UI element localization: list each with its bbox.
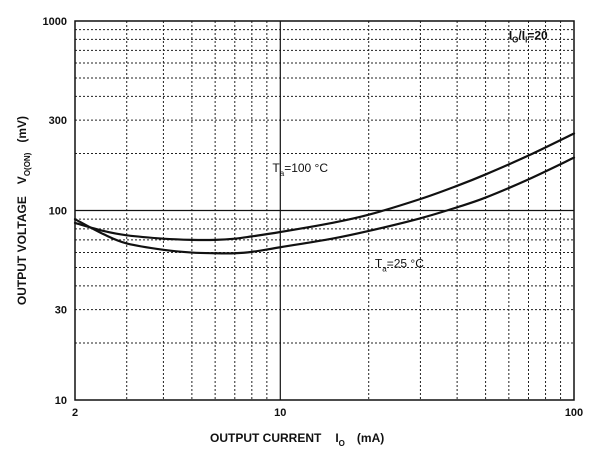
x-tick-label: 10 — [274, 407, 286, 419]
curves — [73, 132, 576, 255]
tick-labels: 1000 300 100 30 10 2 10 100 — [43, 16, 584, 419]
y-axis-unit: (mV) — [15, 116, 29, 143]
y-tick-label: 100 — [49, 206, 67, 218]
y-tick-label: 1000 — [43, 16, 67, 28]
condition-separator: /I — [518, 28, 525, 42]
x-tick-label: 2 — [72, 407, 78, 419]
x-axis-title: OUTPUT CURRENT IO (mA) — [210, 431, 384, 448]
x-axis-unit: (mA) — [357, 431, 384, 445]
series-label-25c-subscript: a — [382, 265, 387, 274]
condition-symbol: I — [509, 28, 512, 42]
x-axis-symbol: I — [335, 431, 338, 445]
series-label-100c-subscript: a — [280, 169, 285, 178]
series-label-100c: Ta=100 °C — [272, 161, 328, 178]
y-axis-title-text: OUTPUT VOLTAGE — [15, 196, 29, 305]
y-axis-symbol: V — [15, 176, 29, 184]
series-label-25c-value: =25 °C — [387, 257, 424, 271]
grid — [75, 21, 574, 400]
x-axis-title-text: OUTPUT CURRENT — [210, 431, 322, 445]
x-axis-symbol-subscript: O — [339, 439, 345, 448]
condition-subscript-2: I — [525, 35, 527, 44]
series-label-25c: Ta=25 °C — [375, 257, 424, 274]
y-axis-symbol-subscript: O(ON) — [23, 152, 32, 176]
series-label-100c-value: =100 °C — [284, 161, 328, 175]
condition-subscript-1: O — [512, 35, 518, 44]
y-axis-title: OUTPUT VOLTAGE VO(ON) (mV) — [15, 116, 32, 305]
series-label-25c-symbol: T — [375, 257, 383, 271]
y-tick-label: 30 — [55, 305, 67, 317]
plot-frame — [74, 20, 575, 401]
series-label-100c-symbol: T — [272, 161, 280, 175]
condition-value: =20 — [527, 28, 548, 42]
curve-100c — [73, 132, 576, 242]
y-tick-label: 300 — [49, 115, 67, 127]
y-tick-label: 10 — [55, 395, 67, 407]
condition-annotation: IO/II=20 — [509, 28, 548, 44]
x-tick-label: 100 — [565, 407, 583, 419]
curve-25c — [73, 156, 576, 255]
